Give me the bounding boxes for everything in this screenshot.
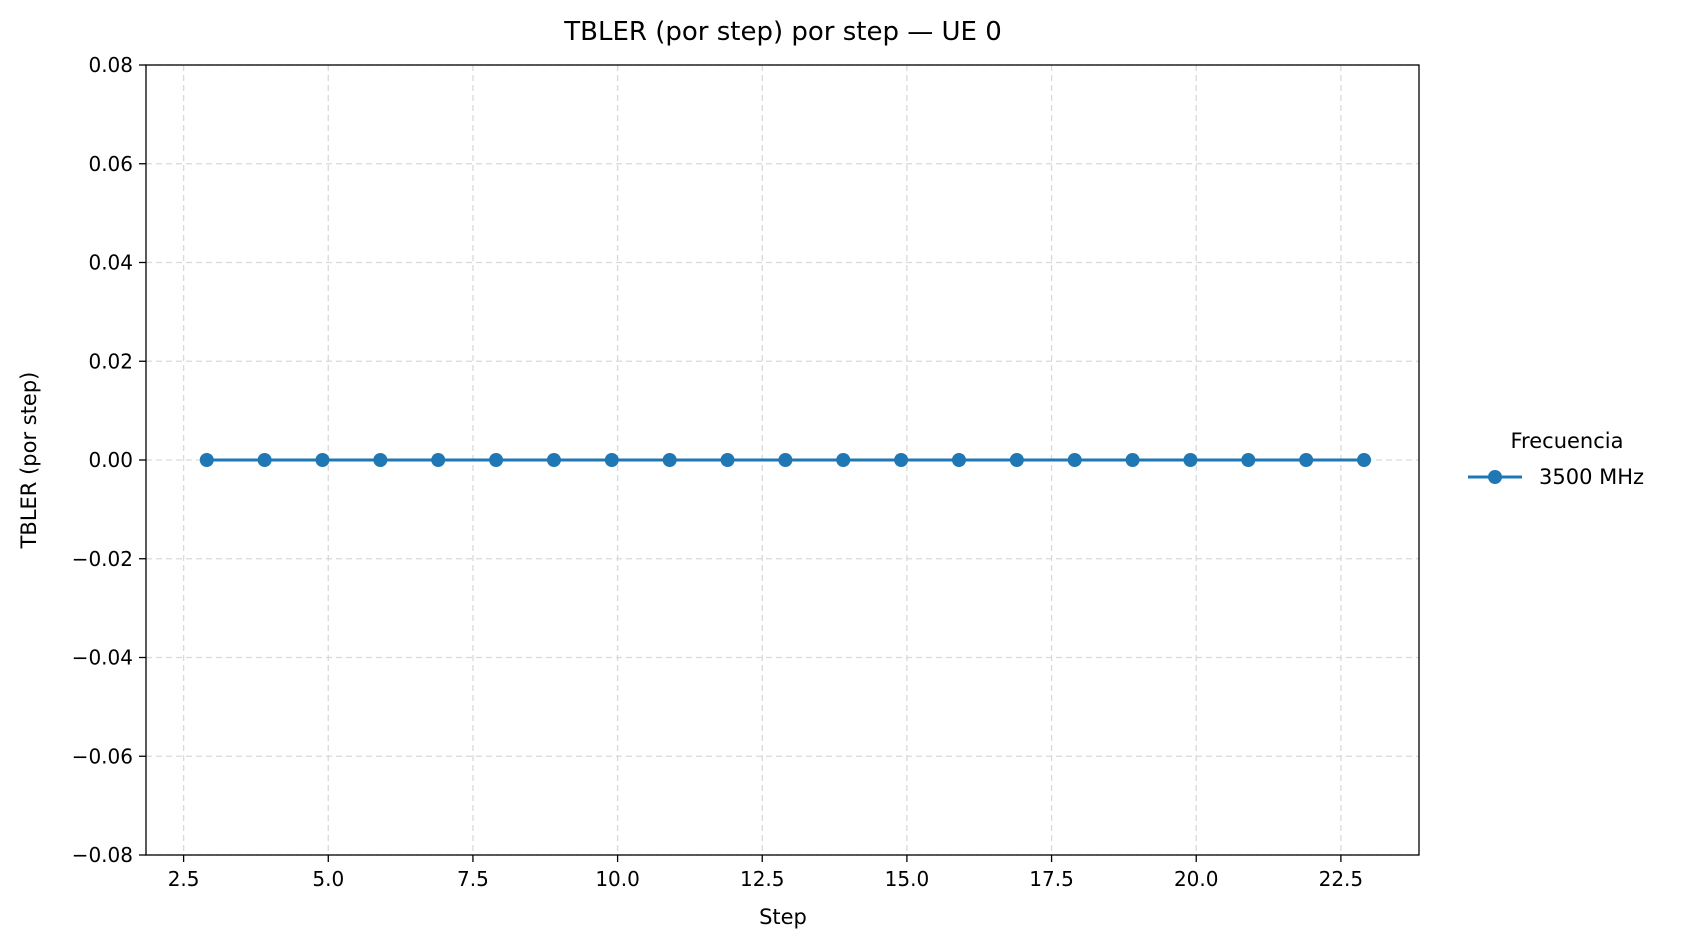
legend-entry-label: 3500 MHz xyxy=(1539,465,1644,489)
data-point xyxy=(604,453,619,467)
x-tick-label: 20.0 xyxy=(1174,867,1219,891)
data-point xyxy=(373,453,388,467)
x-axis: 2.5 5.0 7.5 10.0 12.5 15.0 17.5 20.0 22.5 xyxy=(168,855,1363,891)
data-point xyxy=(720,453,735,467)
data-point xyxy=(1357,453,1372,467)
y-tick-label: −0.04 xyxy=(72,646,133,670)
y-tick-label: −0.08 xyxy=(72,843,133,867)
y-tick-label: 0.08 xyxy=(88,53,133,77)
data-point xyxy=(662,453,677,467)
series-layer xyxy=(199,453,1372,467)
y-axis: −0.08 −0.06 −0.04 −0.02 0.00 0.02 0.04 0.06 0.08 xyxy=(72,53,146,867)
y-axis-label: TBLER (por step) xyxy=(17,372,41,550)
data-point xyxy=(199,453,214,467)
y-tick-label: 0.00 xyxy=(88,448,133,472)
legend-marker xyxy=(1488,470,1502,484)
x-tick-label: 17.5 xyxy=(1029,867,1074,891)
data-point xyxy=(315,453,330,467)
x-tick-label: 12.5 xyxy=(740,867,785,891)
data-point xyxy=(431,453,446,467)
data-point xyxy=(951,453,966,467)
x-tick-label: 22.5 xyxy=(1319,867,1364,891)
data-point xyxy=(1067,453,1082,467)
x-tick-label: 10.0 xyxy=(595,867,640,891)
y-tick-label: −0.06 xyxy=(72,744,133,768)
y-tick-label: 0.06 xyxy=(88,152,133,176)
x-axis-label: Step xyxy=(759,905,807,929)
data-point xyxy=(1183,453,1198,467)
data-point xyxy=(489,453,504,467)
x-tick-label: 7.5 xyxy=(457,867,489,891)
data-point xyxy=(257,453,272,467)
data-point xyxy=(1241,453,1256,467)
data-point xyxy=(1009,453,1024,467)
data-point xyxy=(546,453,561,467)
y-tick-label: −0.02 xyxy=(72,547,133,571)
x-tick-label: 5.0 xyxy=(312,867,344,891)
x-tick-label: 15.0 xyxy=(885,867,930,891)
data-point xyxy=(778,453,793,467)
data-point xyxy=(836,453,851,467)
x-tick-label: 2.5 xyxy=(168,867,200,891)
data-point xyxy=(1299,453,1314,467)
y-tick-label: 0.02 xyxy=(88,349,133,373)
legend-title: Frecuencia xyxy=(1511,429,1624,453)
data-point xyxy=(1125,453,1140,467)
legend: Frecuencia 3500 MHz xyxy=(1468,429,1644,489)
y-tick-label: 0.04 xyxy=(88,251,133,275)
data-point xyxy=(894,453,909,467)
chart-title: TBLER (por step) por step — UE 0 xyxy=(563,17,1002,47)
